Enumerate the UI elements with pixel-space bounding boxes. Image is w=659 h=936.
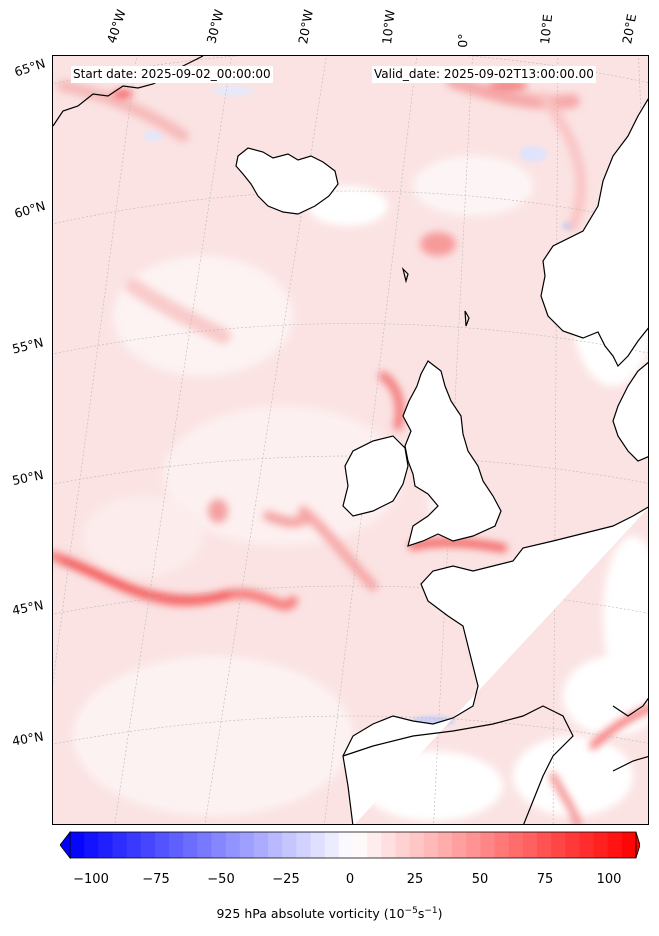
iberia-coast [342, 705, 574, 824]
colorbar-cell [84, 832, 99, 858]
colorbar-tick: 100 [596, 872, 622, 887]
colorbar-cell [140, 832, 156, 858]
coastlines [53, 56, 648, 824]
colorbar-label-exp2: −1 [424, 906, 438, 916]
colorbar-cell [338, 832, 354, 858]
colorbar-cell [70, 832, 85, 858]
colorbar-label-text: 925 hPa absolute vorticity (10 [216, 906, 405, 922]
colorbar-cell [423, 832, 439, 858]
colorbar-cell [367, 832, 382, 858]
valid-date-label: Valid_date: 2025-09-02T13:00:00.00 [372, 66, 596, 83]
colorbar-cell [126, 832, 142, 858]
colorbar-label-exp: −5 [404, 906, 418, 916]
colorbar-cells [70, 832, 637, 858]
map-panel [52, 55, 649, 825]
colorbar-cell [169, 832, 184, 858]
colorbar-tick: −50 [207, 872, 235, 887]
colorbar-cell [536, 832, 552, 858]
vorticity-map [53, 56, 648, 824]
colorbar-label-end: ) [437, 906, 443, 922]
iceland-coast [235, 147, 339, 215]
colorbar-cell [551, 832, 566, 858]
colorbar-cell [409, 832, 425, 858]
norway-coast [540, 98, 648, 368]
colorbar-tick: −75 [142, 872, 170, 887]
denmark-coast [612, 361, 648, 462]
colorbar-max-extend [635, 831, 640, 859]
colorbar [60, 830, 640, 860]
colorbar-cell [239, 832, 255, 858]
colorbar-tick: 50 [471, 872, 489, 887]
colorbar-cell [154, 832, 170, 858]
lat-label-50n: 50°N [10, 466, 45, 489]
ireland-coast [342, 435, 409, 517]
lat-label-40n: 40°N [10, 728, 45, 749]
colorbar-label-unit: s [417, 906, 425, 922]
lat-label-55n: 55°N [10, 334, 45, 357]
vorticity-maxima [113, 80, 528, 523]
colorbar-cell [508, 832, 524, 858]
lat-label-65n: 65°N [12, 55, 48, 80]
positive-vorticity-bands [53, 74, 648, 824]
colorbar-cell [565, 832, 580, 858]
colorbar-cell [268, 832, 283, 858]
shetland-islands [464, 310, 470, 327]
colorbar-tick: 75 [536, 872, 554, 887]
colorbar-cell [98, 832, 113, 858]
colorbar-cell [452, 832, 467, 858]
colorbar-cell [494, 832, 510, 858]
north-africa-coast [612, 755, 648, 772]
colorbar-cell [466, 832, 481, 858]
colorbar-cell [253, 832, 269, 858]
colorbar-cell [211, 832, 227, 858]
colorbar-cell [310, 832, 326, 858]
lat-label-60n: 60°N [12, 197, 47, 222]
colorbar-cell [353, 832, 368, 858]
colorbar-cell [282, 832, 297, 858]
colorbar-tick: −25 [272, 872, 300, 887]
colorbar-cell [522, 832, 538, 858]
colorbar-cell [579, 832, 595, 858]
lon-label-10e: 10°E [537, 13, 556, 45]
colorbar-cell [593, 832, 609, 858]
great-britain-coast [402, 360, 502, 547]
mediterranean-coast [612, 697, 648, 717]
lon-label-30w: 30°W [203, 7, 227, 45]
lon-label-10w: 10°W [379, 9, 398, 45]
colorbar-cell [621, 832, 637, 858]
colorbar-cell [183, 832, 198, 858]
colorbar-cell [197, 832, 212, 858]
lat-label-45n: 45°N [10, 597, 45, 618]
colorbar-cell [395, 832, 411, 858]
colorbar-cell [480, 832, 495, 858]
colorbar-cell [225, 832, 241, 858]
colorbar-cell [437, 832, 453, 858]
colorbar-tick: −100 [73, 872, 109, 887]
start-date-label: Start date: 2025-09-02_00:00:00 [71, 66, 273, 83]
lon-label-20w: 20°W [295, 8, 316, 45]
colorbar-cell [112, 832, 128, 858]
faroe-islands [401, 267, 409, 284]
lon-label-20e: 20°E [619, 12, 640, 46]
lon-label-0: 0° [455, 33, 471, 48]
continental-coast [342, 506, 648, 824]
lon-label-40w: 40°W [103, 7, 129, 45]
colorbar-min-extend [60, 830, 71, 860]
colorbar-tick: 25 [406, 872, 424, 887]
colorbar-tick: 0 [345, 872, 355, 887]
colorbar-cell [381, 832, 396, 858]
colorbar-cell [324, 832, 340, 858]
colorbar-label: 925 hPa absolute vorticity (10−5s−1) [0, 906, 659, 921]
colorbar-cell [296, 832, 312, 858]
colorbar-cell [607, 832, 623, 858]
